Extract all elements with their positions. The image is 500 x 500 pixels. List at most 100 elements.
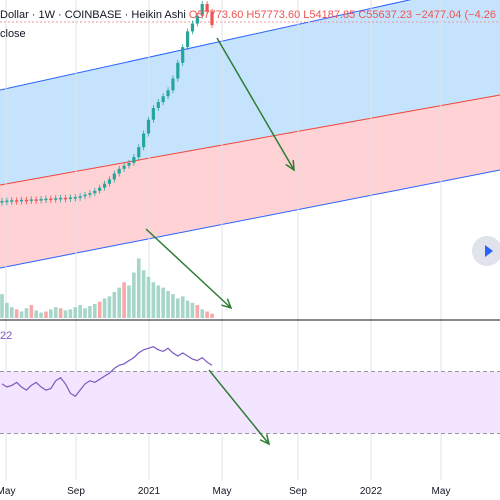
volume-bar [185,300,190,318]
candle-body [102,183,107,188]
high-value: H57773.60 [246,9,301,21]
candle-body [195,15,199,24]
candle-body [63,197,68,200]
candle-body [78,196,82,198]
volume-bar [195,305,200,318]
volume-bar [24,308,29,318]
volume-bar [78,305,82,318]
x-tick-2022: 2022 [359,486,383,497]
volume-bar [180,296,185,318]
volume-bar [92,303,97,318]
candle-body [39,199,43,201]
candle-body [146,119,151,134]
rsi-band-fill [0,371,500,434]
channel-upper-line [0,0,412,91]
change-value: −2477.04 (−4.26 [415,9,496,21]
volume-bar [0,294,4,318]
upper-channel-fill [0,0,500,185]
candle-body [98,187,102,191]
candle-body [83,194,87,197]
volume-bar [63,310,68,318]
indicator-legend: close [0,28,26,40]
candle-body [54,198,58,200]
candle-body [73,197,77,199]
open-value: O57773.60 [188,9,244,21]
volume-bar [156,285,161,318]
candle-body [24,199,29,202]
candle-body [200,3,204,16]
candle-body [59,197,63,200]
volume-bar [151,282,156,318]
volume-trend-arrow-line [145,228,232,309]
volume-bar [5,302,9,318]
candle-body [19,199,24,202]
candle-body [181,47,185,63]
candle-body [205,3,209,12]
x-tick-2021: 2021 [137,486,161,497]
volume-bar [14,309,19,318]
volume-bar [58,308,63,318]
candle-body [156,102,160,108]
volume-bar [19,311,24,318]
volume-bar [210,313,214,318]
candle-body [132,157,136,163]
volume-bar [132,272,136,318]
candle-body [68,197,72,199]
volume-bar [68,309,73,318]
candle-body [49,198,53,201]
candle-body [122,165,126,169]
volume-trend-arrow-head [221,298,233,310]
x-tick-sep-2: Sep [289,486,307,497]
candle-body [117,168,121,174]
rsi-trend-arrow-head [259,434,271,446]
x-tick-sep: Sep [67,486,85,497]
volume-bar [39,312,43,318]
volume-bar [200,309,205,318]
price-trend-arrow-line [216,37,295,171]
candle-body [34,199,38,201]
volume-bar [127,285,131,318]
volume-bar [141,270,146,318]
candle-body [10,200,14,202]
candle-body [15,200,19,202]
candle-body [142,133,146,148]
candle-body [161,96,165,103]
candle-body [0,201,4,203]
candle-body [107,179,112,184]
volume-bar [190,302,195,318]
volume-bar [161,287,165,318]
symbol-legend: Dollar · 1W · COINBASE · Heikin Ashi O57… [0,8,496,22]
scroll-right-button[interactable] [472,236,500,266]
candle-body [5,200,9,203]
candle-body [137,147,141,158]
candle-body [112,173,116,180]
candle-body [127,162,131,166]
volume-bar [83,308,87,318]
volume-bar [73,307,78,318]
candle-body [93,190,97,194]
volume-bar [9,307,14,318]
candle-body [171,78,175,91]
x-tick-may-3: May [431,486,451,497]
x-tick-may-2: May [212,486,232,497]
price-trend-arrow-head [285,159,295,172]
candle-body [29,199,33,201]
candle-body [190,23,195,32]
volume-bar [107,296,112,318]
volume-bar [29,305,34,318]
volume-bar [171,294,175,318]
volume-bar [122,282,126,318]
volume-bar [112,292,117,318]
candle-body [88,193,92,195]
volume-bar [176,298,180,318]
candle-body [166,90,170,97]
channel-lower-line [0,169,500,269]
x-tick-may: May [0,486,16,497]
volume-bar [44,311,48,318]
chevron-right-icon [485,245,493,257]
rsi-legend: 22 [0,330,13,342]
volume-bar [34,310,38,318]
channel-mid-line [0,94,500,186]
